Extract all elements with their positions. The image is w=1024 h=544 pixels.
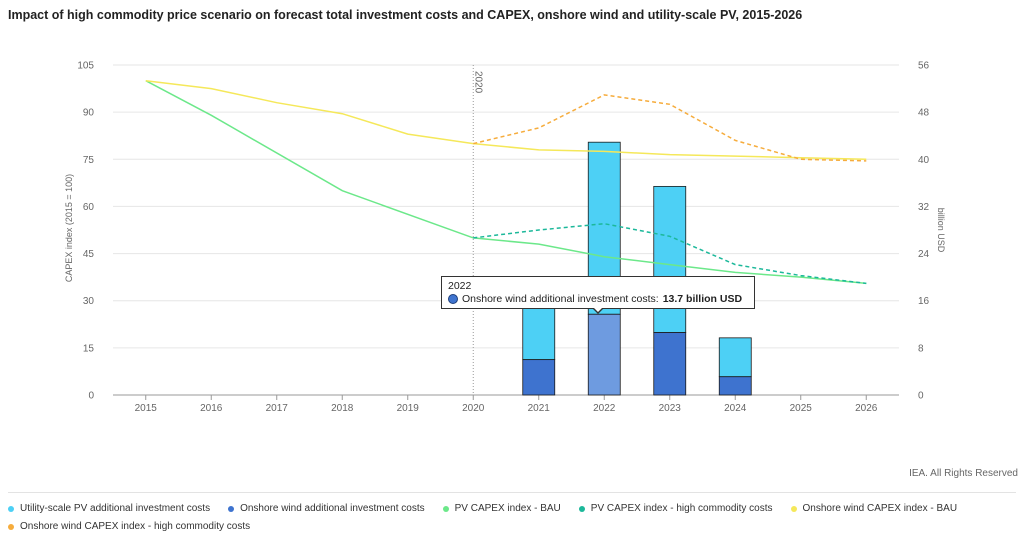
x-axis-tick-label: 2015	[135, 403, 158, 414]
right-axis-tick-label: 48	[918, 108, 930, 119]
x-axis-tick-label: 2016	[200, 403, 223, 414]
left-axis-tick-label: 30	[83, 296, 95, 307]
legend-label: Onshore wind CAPEX index - high commodit…	[20, 521, 251, 532]
legend-item[interactable]: Utility-scale PV additional investment c…	[8, 503, 210, 514]
series-line	[145, 80, 867, 285]
tooltip-row: Onshore wind additional investment costs…	[448, 293, 748, 305]
tooltip-year: 2022	[448, 280, 472, 292]
tooltip-pointer-fill	[593, 307, 603, 312]
x-axis-tick-label: 2018	[331, 403, 354, 414]
x-axis-tick-label: 2019	[397, 403, 420, 414]
x-axis-tick-label: 2024	[724, 403, 747, 414]
left-axis-tick-label: 90	[83, 108, 95, 119]
left-axis-title: CAPEX index (2015 = 100)	[64, 174, 74, 282]
left-axis-tick-label: 45	[83, 249, 95, 260]
tooltip-value: 13.7 billion USD	[662, 293, 743, 305]
legend-label: PV CAPEX index - BAU	[454, 503, 561, 514]
legend-swatch	[442, 505, 449, 512]
series-line	[145, 79, 867, 161]
bar-wind-investment	[522, 359, 556, 396]
left-axis-tick-label: 60	[83, 202, 95, 213]
x-axis-tick-label: 2023	[659, 403, 682, 414]
x-axis-tick-label: 2017	[266, 403, 289, 414]
bar-wind-investment	[718, 376, 752, 396]
left-axis-tick-label: 75	[83, 155, 95, 166]
right-axis-tick-label: 32	[918, 202, 930, 213]
legend-label: Onshore wind additional investment costs	[240, 503, 425, 514]
bar-pv-investment	[718, 337, 752, 378]
left-axis-tick-label: 105	[77, 61, 94, 72]
legend-swatch	[8, 523, 14, 530]
bar-wind-investment	[587, 313, 621, 396]
legend-divider	[8, 492, 1016, 493]
legend-swatch	[578, 505, 585, 512]
legend-item[interactable]: PV CAPEX index - high commodity costs	[578, 503, 773, 514]
bar-wind-investment	[653, 332, 687, 396]
right-axis-tick-label: 0	[918, 391, 924, 402]
credit-text: IEA. All Rights Reserved	[909, 468, 1018, 479]
chart-legend: Utility-scale PV additional investment c…	[8, 503, 1008, 532]
legend-swatch	[228, 505, 235, 512]
legend-item[interactable]: Onshore wind CAPEX index - BAU	[790, 503, 958, 514]
legend-label: Onshore wind CAPEX index - BAU	[802, 503, 958, 514]
x-axis-tick-label: 2026	[855, 403, 878, 414]
legend-item[interactable]: Onshore wind additional investment costs	[228, 503, 425, 514]
right-axis-tick-label: 40	[918, 155, 930, 166]
bar-pv-investment	[653, 185, 687, 333]
annotation-label: 2020	[472, 71, 483, 94]
right-axis-tick-label: 56	[918, 61, 930, 72]
x-axis-tick-label: 2022	[593, 403, 616, 414]
right-axis-tick-label: 8	[918, 343, 924, 354]
left-axis-tick-label: 0	[88, 391, 94, 402]
chart-tooltip: 2022 Onshore wind additional investment …	[441, 276, 755, 309]
legend-swatch	[8, 505, 14, 512]
legend-item[interactable]: PV CAPEX index - BAU	[442, 503, 561, 514]
legend-swatch	[790, 505, 797, 512]
tooltip-series-dot	[448, 294, 458, 304]
right-axis-title: billion USD	[936, 208, 946, 253]
series-line	[473, 94, 867, 162]
left-axis-tick-label: 15	[83, 343, 95, 354]
series-line	[473, 222, 867, 285]
tooltip-label: Onshore wind additional investment costs…	[462, 293, 659, 305]
legend-item[interactable]: Onshore wind CAPEX index - high commodit…	[8, 521, 250, 532]
x-axis-tick-label: 2021	[528, 403, 551, 414]
chart-canvas: 0 15 30 45 60 75 90 105 0 8 16 24 32 40 48 56 CAPEX inde…	[64, 61, 946, 415]
legend-label: PV CAPEX index - high commodity costs	[590, 503, 773, 514]
legend-label: Utility-scale PV additional investment c…	[20, 503, 211, 514]
x-axis-tick-label: 2025	[790, 403, 813, 414]
right-axis-tick-label: 16	[918, 296, 930, 307]
chart-title: Impact of high commodity price scenario …	[8, 8, 803, 22]
x-axis-tick-label: 2020	[462, 403, 485, 414]
right-axis-tick-label: 24	[918, 249, 930, 260]
